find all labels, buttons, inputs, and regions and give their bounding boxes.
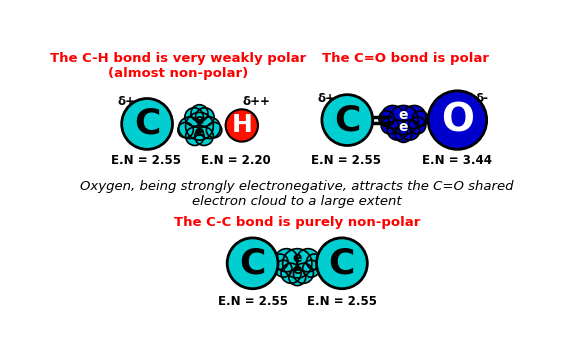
Circle shape	[186, 112, 213, 140]
Circle shape	[185, 108, 204, 126]
Text: δ+: δ+	[117, 95, 135, 108]
Circle shape	[395, 125, 412, 143]
Circle shape	[389, 106, 418, 135]
Circle shape	[293, 263, 313, 283]
Circle shape	[289, 269, 306, 286]
Circle shape	[379, 111, 394, 126]
Circle shape	[179, 117, 200, 139]
Circle shape	[178, 122, 193, 138]
Text: E.N = 2.55: E.N = 2.55	[311, 154, 380, 167]
Text: Oxygen, being strongly electronegative, attracts the C=O shared
electron cloud t: Oxygen, being strongly electronegative, …	[81, 180, 514, 208]
Text: δ-: δ-	[476, 92, 488, 105]
Circle shape	[296, 249, 320, 272]
Text: E.N = 2.55: E.N = 2.55	[307, 294, 377, 308]
Circle shape	[282, 249, 312, 278]
Text: δ++: δ++	[242, 95, 270, 108]
Circle shape	[428, 91, 487, 149]
Circle shape	[387, 120, 407, 140]
Circle shape	[322, 95, 373, 145]
Text: e: e	[399, 120, 408, 134]
Text: E.N = 3.44: E.N = 3.44	[422, 154, 492, 167]
Text: The C-C bond is purely non-polar: The C-C bond is purely non-polar	[174, 216, 420, 229]
Circle shape	[381, 106, 404, 129]
Text: The C-H bond is very weakly polar
(almost non-polar): The C-H bond is very weakly polar (almos…	[50, 52, 306, 80]
Circle shape	[226, 109, 258, 142]
Text: C: C	[134, 107, 160, 141]
Circle shape	[122, 98, 172, 149]
Text: E.N = 2.55: E.N = 2.55	[218, 294, 288, 308]
Circle shape	[195, 127, 213, 145]
Circle shape	[303, 260, 320, 277]
Text: C: C	[329, 246, 355, 280]
Circle shape	[275, 249, 298, 272]
Text: E.N = 2.55: E.N = 2.55	[111, 154, 180, 167]
Text: O: O	[441, 101, 474, 139]
Text: H: H	[231, 113, 252, 137]
Text: e: e	[195, 125, 204, 139]
Circle shape	[186, 127, 204, 145]
Circle shape	[195, 108, 214, 126]
Text: e: e	[292, 251, 302, 265]
Circle shape	[409, 117, 426, 134]
Circle shape	[191, 105, 208, 122]
Text: e: e	[399, 108, 408, 122]
Text: δ+: δ+	[317, 92, 335, 105]
Circle shape	[227, 238, 278, 289]
Circle shape	[273, 254, 288, 270]
Circle shape	[403, 106, 426, 129]
Text: C: C	[334, 103, 361, 137]
Circle shape	[317, 238, 367, 289]
Circle shape	[381, 117, 398, 134]
Circle shape	[275, 260, 292, 277]
Text: e: e	[292, 263, 302, 277]
Text: e: e	[195, 113, 204, 127]
Text: C: C	[240, 246, 266, 280]
Text: E.N = 2.20: E.N = 2.20	[201, 154, 270, 167]
Circle shape	[413, 111, 428, 126]
Text: The C=O bond is polar: The C=O bond is polar	[321, 52, 488, 65]
Circle shape	[400, 120, 420, 140]
Circle shape	[306, 254, 322, 270]
Circle shape	[281, 263, 301, 283]
Circle shape	[199, 117, 220, 139]
Circle shape	[206, 122, 222, 138]
